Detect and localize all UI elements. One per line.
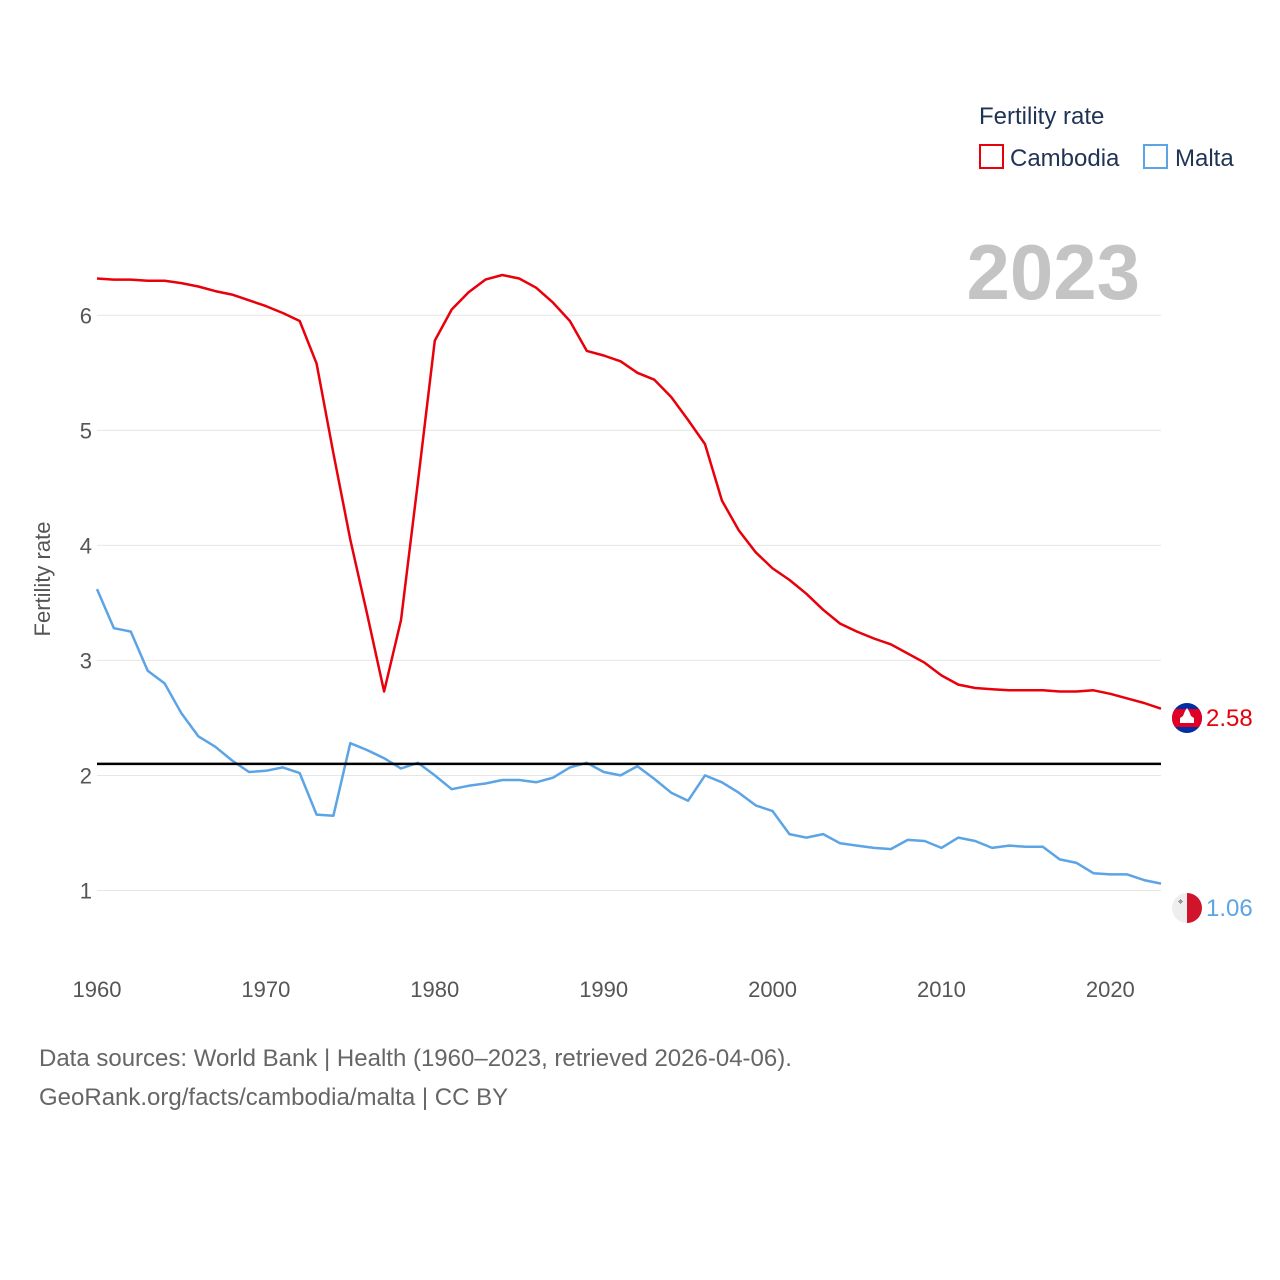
- y-axis-title: Fertility rate: [30, 522, 55, 637]
- legend-title: Fertility rate: [979, 103, 1104, 130]
- series-line-malta[interactable]: [95, 588, 1162, 885]
- x-tick-label-1960: 1960: [73, 977, 122, 1002]
- legend-label-malta[interactable]: Malta: [1175, 145, 1234, 172]
- y-tick-label-5: 5: [80, 418, 92, 443]
- cambodia-flag-icon: [1172, 703, 1202, 733]
- y-tick-label-1: 1: [80, 878, 92, 903]
- malta-end-value: 1.06: [1206, 895, 1253, 922]
- x-tick-label-2020: 2020: [1086, 977, 1135, 1002]
- series-line-cambodia[interactable]: [96, 273, 1162, 710]
- malta-flag-icon: [1172, 893, 1202, 923]
- y-tick-label-3: 3: [80, 648, 92, 673]
- x-tick-label-1980: 1980: [410, 977, 459, 1002]
- y-tick-label-4: 4: [80, 533, 92, 558]
- y-tick-label-2: 2: [80, 763, 92, 788]
- footer-sources: Data sources: World Bank | Health (1960–…: [39, 1045, 792, 1072]
- legend-swatch-malta[interactable]: [1143, 144, 1168, 169]
- cambodia-end-value: 2.58: [1206, 705, 1253, 732]
- footer-credit[interactable]: GeoRank.org/facts/cambodia/malta | CC BY: [39, 1084, 509, 1111]
- y-tick-label-6: 6: [80, 303, 92, 328]
- x-tick-label-1990: 1990: [579, 977, 628, 1002]
- series-lines: [95, 273, 1162, 885]
- x-tick-label-2000: 2000: [748, 977, 797, 1002]
- legend: Fertility rate Cambodia Malta: [979, 103, 1234, 172]
- x-tick-label-1970: 1970: [241, 977, 290, 1002]
- x-tick-label-2010: 2010: [917, 977, 966, 1002]
- year-label: 2023: [966, 228, 1140, 316]
- gridlines: [97, 314, 1161, 891]
- legend-swatch-cambodia[interactable]: [979, 144, 1004, 169]
- legend-label-cambodia[interactable]: Cambodia: [1010, 145, 1120, 172]
- y-axis-ticks: 1 2 3 4 5 6: [80, 303, 92, 903]
- x-axis-ticks: 1960 1970 1980 1990 2000 2010 2020: [73, 977, 1135, 1002]
